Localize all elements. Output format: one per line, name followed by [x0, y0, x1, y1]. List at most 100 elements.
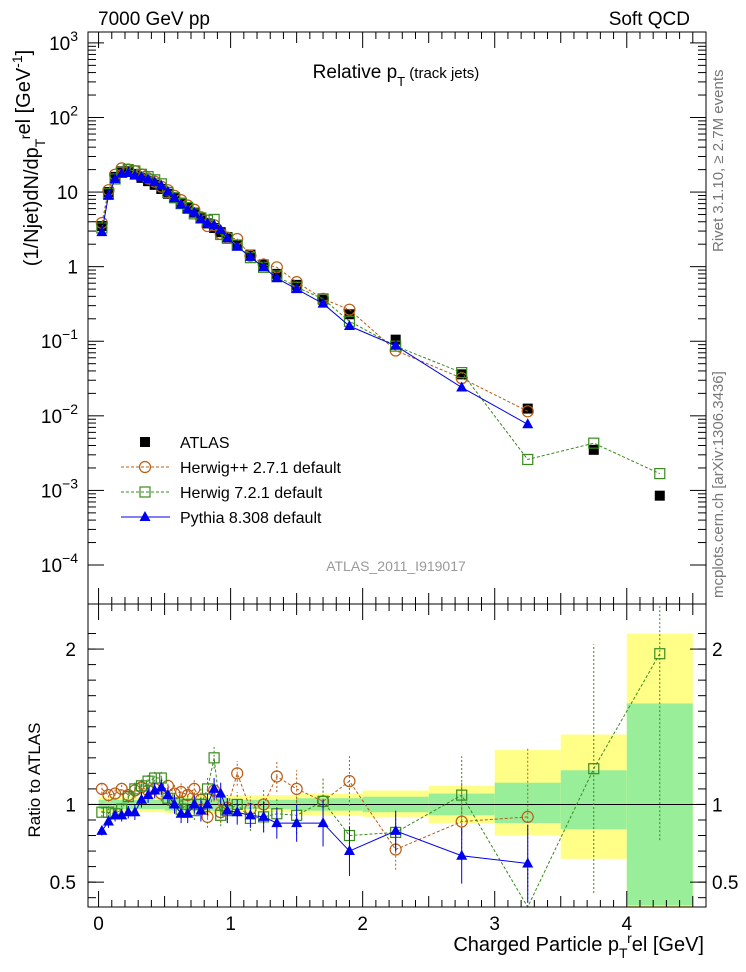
- data-point: [390, 339, 402, 350]
- ratio-point: [270, 770, 283, 783]
- ratio-point: [122, 791, 134, 803]
- data-point: [142, 173, 154, 184]
- x-tick-label: 3: [489, 914, 500, 935]
- legend-marker: [139, 486, 151, 498]
- ratio-point: [271, 817, 283, 828]
- legend-marker: [140, 437, 150, 447]
- data-point: [588, 444, 599, 455]
- data-point: [522, 418, 534, 429]
- data-point: [456, 381, 468, 392]
- data-point: [96, 226, 108, 237]
- ratio-point: [343, 775, 356, 788]
- header-left-label: 7000 GeV pp: [98, 9, 210, 30]
- data-point: [162, 185, 174, 196]
- ratio-point: [291, 817, 303, 828]
- ratio-point: [258, 810, 270, 821]
- ratio-uncertainty-bands: [88, 633, 706, 907]
- ratio-point: [195, 804, 207, 815]
- ratio-point: [208, 782, 220, 793]
- data-point: [231, 240, 243, 251]
- data-point: [390, 334, 401, 345]
- data-point: [588, 437, 600, 449]
- ratio-point: [231, 806, 243, 817]
- ratio-point: [654, 648, 666, 660]
- data-point: [102, 189, 114, 200]
- main-y-axis-label: (1/Njet)dN/dpTrel [GeV-1]: [9, 50, 48, 266]
- legend-marker: [138, 460, 152, 474]
- ratio-point: [221, 804, 233, 815]
- y-tick-label: 1: [67, 258, 78, 279]
- data-point: [208, 219, 220, 230]
- ratio-point: [102, 789, 115, 802]
- ratio-point: [202, 798, 214, 809]
- data-point: [149, 176, 161, 187]
- legend-label: Herwig 7.2.1 default: [180, 485, 323, 502]
- ratio-point: [390, 824, 402, 835]
- y-tick-label: 10: [57, 183, 78, 204]
- data-point: [195, 213, 207, 224]
- x-tick-label: 0: [93, 914, 104, 935]
- ratio-y-tick-label-right: 2: [712, 640, 723, 661]
- x-tick-label: 4: [621, 914, 632, 935]
- ratio-point: [142, 775, 154, 787]
- ratio-point: [456, 789, 468, 801]
- ratio-point: [343, 845, 355, 856]
- ratio-point: [215, 787, 227, 798]
- ratio-point: [588, 763, 600, 775]
- data-point: [122, 167, 134, 178]
- ratio-point: [522, 857, 534, 868]
- data-series: [95, 162, 666, 909]
- data-point: [221, 232, 233, 243]
- ratio-point: [155, 781, 167, 792]
- chart-title: Relative pT (track jets): [313, 62, 480, 89]
- ratio-point: [456, 849, 468, 860]
- ratio-point: [244, 809, 256, 820]
- data-point: [522, 403, 533, 414]
- data-point: [182, 203, 194, 214]
- legend-label: ATLAS: [180, 435, 230, 452]
- data-point: [291, 283, 303, 294]
- x-tick-label: 1: [225, 914, 236, 935]
- legend: ATLAS Herwig++ 2.7.1 default Herwig 7.2.1 …: [121, 435, 342, 527]
- data-point: [654, 490, 665, 501]
- data-point: [168, 192, 180, 203]
- ratio-point: [102, 815, 114, 826]
- ratio-point: [135, 793, 147, 804]
- data-point: [258, 261, 270, 272]
- data-point: [344, 309, 355, 320]
- header-right-label: Soft QCD: [609, 9, 690, 30]
- ratio-point: [142, 789, 154, 800]
- ratio-point: [174, 785, 188, 799]
- rivet-version-label: Rivet 3.1.10, ≥ 2.7M events: [710, 70, 727, 253]
- ratio-point: [95, 782, 108, 796]
- data-point: [271, 272, 283, 283]
- data-point: [244, 250, 256, 261]
- ratio-y-tick-label: 0.5: [50, 873, 76, 894]
- ratio-point: [317, 817, 329, 828]
- ratio-point: [115, 782, 128, 796]
- data-point: [456, 369, 467, 380]
- data-point: [215, 224, 227, 235]
- ratio-point: [182, 807, 194, 818]
- ratio-point: [231, 767, 244, 780]
- legend-label: Herwig++ 2.7.1 default: [180, 460, 342, 477]
- ratio-y-tick-label-right: 0.5: [712, 873, 738, 894]
- y-tick-label: 102: [49, 102, 78, 129]
- data-point: [129, 169, 141, 180]
- y-tick-label: 10−1: [41, 326, 78, 353]
- ratio-y-tick-label: 2: [65, 640, 76, 661]
- ratio-point: [129, 783, 141, 795]
- ratio-plot-frame: [87, 603, 707, 908]
- main-series-pythia-8-308-default: [96, 167, 534, 429]
- ratio-point: [188, 798, 200, 809]
- main-series-herwig-2-7-1-default: [95, 162, 534, 418]
- ratio-point: [96, 806, 108, 818]
- legend-marker: [139, 511, 151, 521]
- data-point: [202, 217, 214, 228]
- data-point: [175, 198, 187, 209]
- ratio-line: [101, 771, 528, 851]
- data-point: [317, 297, 329, 308]
- x-axis-label: Charged Particle pTrel [GeV]: [453, 930, 704, 961]
- data-point: [135, 170, 147, 181]
